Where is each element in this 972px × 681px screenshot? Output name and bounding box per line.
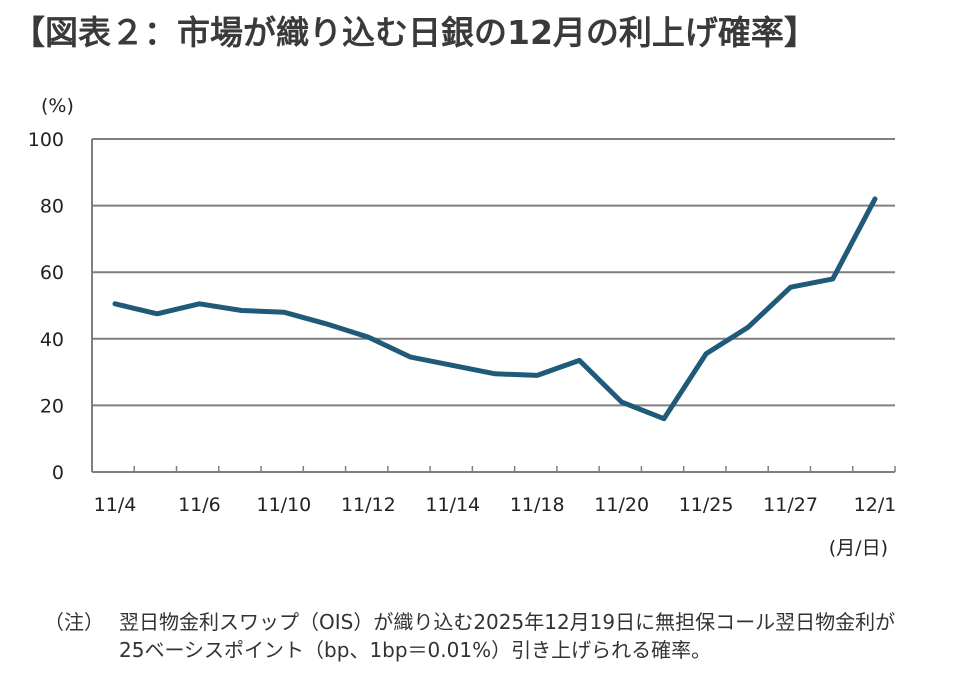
y-tick-label: 0 xyxy=(52,462,64,484)
x-tick-label: 11/25 xyxy=(679,494,734,516)
y-tick-label: 100 xyxy=(28,129,64,151)
footnote-line-2: 25ベーシスポイント（bp、1bp＝0.01%）引き上げられる確率。 xyxy=(119,638,712,662)
x-tick-label: 11/14 xyxy=(425,494,480,516)
y-tick-label: 20 xyxy=(40,395,64,417)
y-axis-ticks: 0 20 40 60 80 100 xyxy=(28,129,64,484)
x-tick-label: 12/1 xyxy=(854,494,897,516)
y-axis-unit-label: (%) xyxy=(41,95,74,117)
x-axis-ticks: 11/4 11/6 11/10 11/12 11/14 11/18 11/20 11/25 11… xyxy=(91,466,897,516)
x-tick-label: 11/4 xyxy=(94,494,137,516)
y-tick-label: 60 xyxy=(40,262,64,284)
x-tick-label: 11/12 xyxy=(341,494,396,516)
x-axis-unit-label: (月/日) xyxy=(829,537,888,559)
y-tick-label: 80 xyxy=(40,196,64,218)
footnote-line-1: 翌日物金利スワップ（OIS）が織り込む2025年12月19日に無担保コール翌日物… xyxy=(119,610,896,634)
x-tick-label: 11/18 xyxy=(510,494,565,516)
line-chart: (%) 0 20 40 60 80 100 11/4 11/6 11/10 11/12 11/14… xyxy=(28,95,897,559)
page-title: 【図表２：市場が織り込む日銀の12月の利上げ確率】 xyxy=(12,13,817,52)
x-tick-label: 11/27 xyxy=(763,494,818,516)
x-tick-label: 11/10 xyxy=(257,494,312,516)
grid-lines xyxy=(92,138,895,407)
x-tick-label: 11/6 xyxy=(178,494,221,516)
y-tick-label: 40 xyxy=(40,329,64,351)
footnote-label: （注） xyxy=(44,610,104,634)
series-line xyxy=(112,196,878,422)
x-tick-label: 11/20 xyxy=(594,494,649,516)
